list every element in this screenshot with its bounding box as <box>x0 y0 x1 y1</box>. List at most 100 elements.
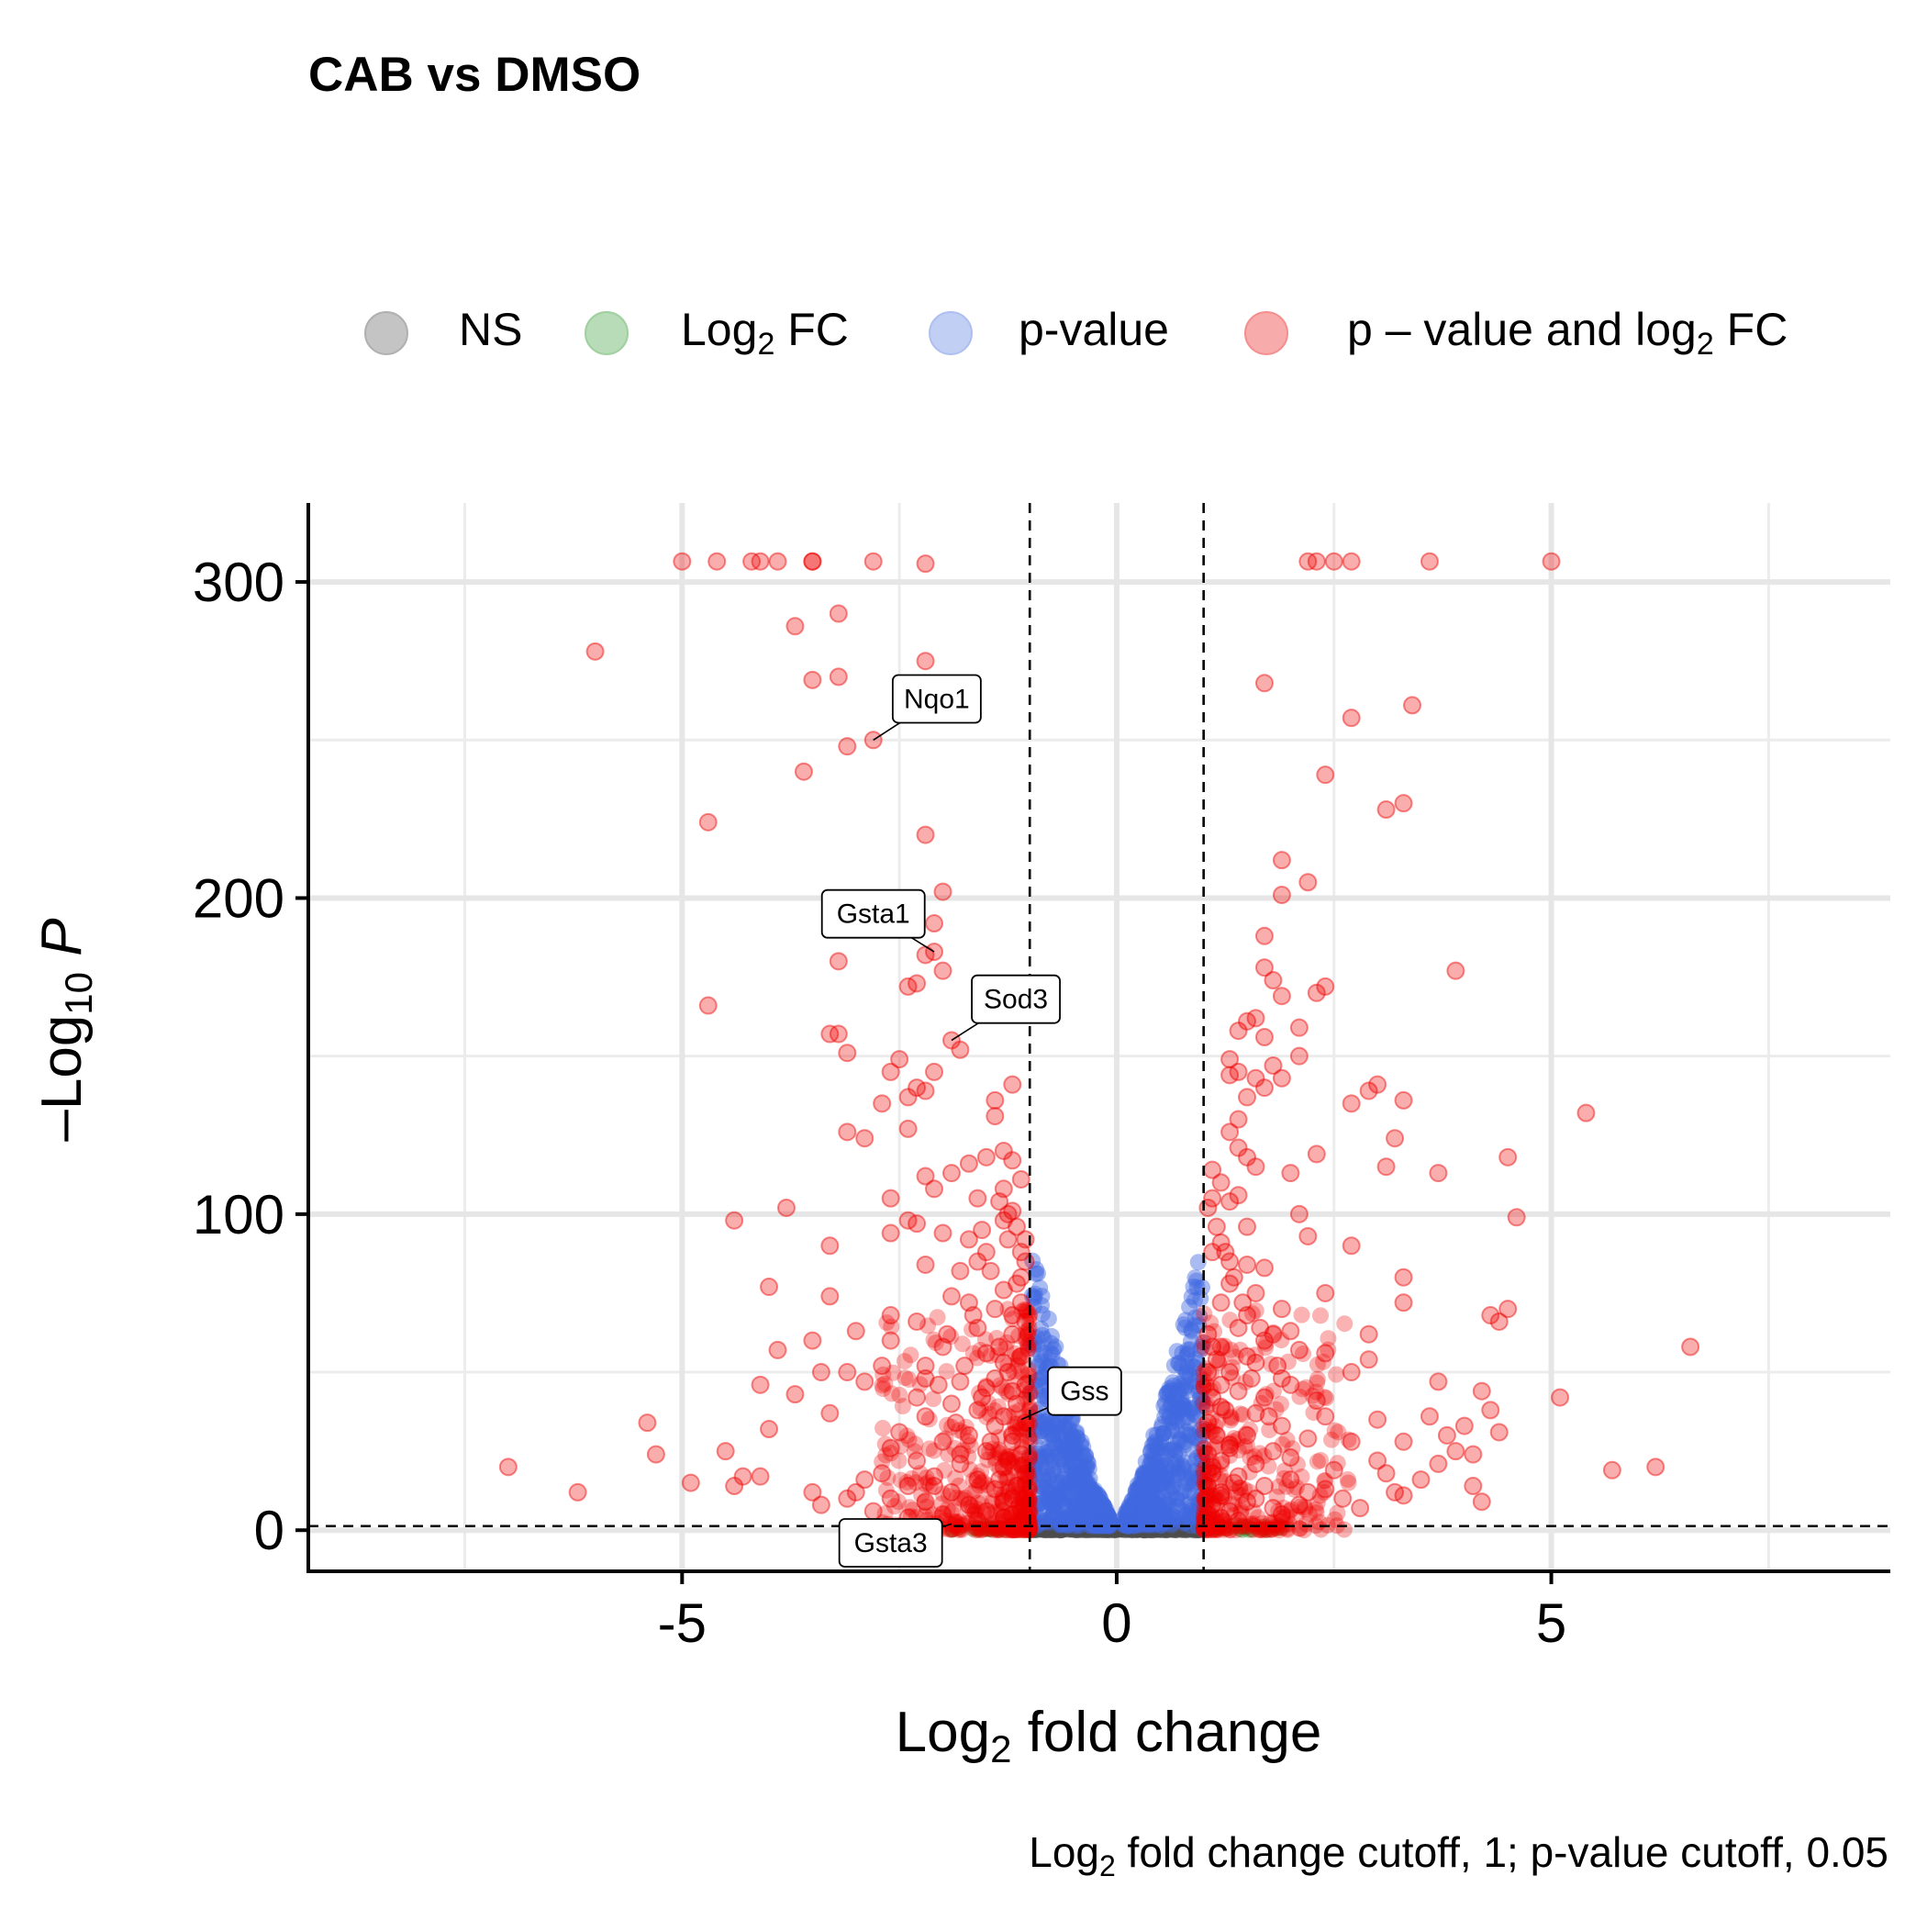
point-pvalue <box>1153 1439 1171 1457</box>
point-pvalue <box>1093 1495 1110 1513</box>
point-sig-both <box>1019 1325 1037 1343</box>
point-ns <box>1177 1519 1195 1536</box>
point-ns <box>1064 1518 1081 1536</box>
point-ns <box>1113 1520 1131 1537</box>
point-sig-both <box>942 1328 960 1346</box>
point-sig-both <box>997 1340 1015 1357</box>
point-pvalue <box>1054 1508 1072 1525</box>
point-pvalue <box>1186 1309 1204 1326</box>
point-sig-both <box>1016 1475 1033 1492</box>
point-ns <box>1109 1520 1127 1537</box>
annotation-sod3: Sod3 <box>951 974 1061 1042</box>
point-pvalue <box>1127 1501 1144 1518</box>
point-sig-both <box>1289 1018 1309 1037</box>
point-pvalue <box>1161 1410 1178 1427</box>
point-ns <box>1099 1520 1117 1537</box>
point-ns <box>1131 1518 1149 1536</box>
point-ns <box>1034 1520 1052 1537</box>
point-pvalue <box>1078 1457 1096 1475</box>
point-pvalue <box>1055 1510 1073 1527</box>
point-sig-both <box>1223 1358 1241 1376</box>
point-sig-both <box>1002 1456 1019 1473</box>
point-pvalue <box>1075 1496 1092 1513</box>
point-ns <box>1136 1520 1153 1537</box>
point-sig-both <box>1394 1432 1413 1451</box>
point-ns <box>1123 1520 1141 1537</box>
point-ns <box>1183 1518 1200 1536</box>
point-pvalue <box>1127 1481 1144 1499</box>
point-ns <box>1031 1520 1049 1537</box>
point-pvalue <box>1062 1446 1079 1464</box>
point-pvalue <box>1176 1434 1194 1451</box>
point-sig-both <box>1291 1520 1309 1537</box>
point-pvalue <box>1187 1351 1205 1368</box>
point-pvalue <box>1164 1413 1181 1430</box>
point-sig-both <box>1207 1350 1226 1369</box>
point-pvalue <box>1167 1393 1185 1411</box>
point-pvalue <box>1136 1515 1153 1533</box>
point-sig-both <box>908 1312 927 1331</box>
point-ns <box>1135 1518 1153 1536</box>
point-pvalue <box>1063 1413 1080 1430</box>
point-sig-both <box>890 1493 908 1511</box>
point-pvalue <box>1170 1383 1187 1401</box>
point-pvalue <box>1027 1382 1044 1400</box>
point-ns <box>1054 1519 1072 1536</box>
point-pvalue <box>1145 1468 1163 1485</box>
point-sig-both <box>1207 1418 1224 1435</box>
point-pvalue <box>1138 1490 1155 1507</box>
point-sig-both <box>997 1459 1014 1477</box>
point-sig-both <box>919 1474 937 1491</box>
point-sig-both <box>1202 1382 1220 1400</box>
point-pvalue <box>1066 1464 1084 1481</box>
point-sig-both <box>976 1442 996 1461</box>
point-pvalue <box>1139 1508 1156 1525</box>
point-sig-both <box>990 1429 1008 1446</box>
point-pvalue <box>1033 1479 1051 1496</box>
point-ns <box>1024 1519 1041 1536</box>
point-pvalue <box>1023 1508 1041 1525</box>
point-pvalue <box>1189 1355 1207 1372</box>
point-sig-both <box>1326 1511 1343 1528</box>
point-sig-both <box>1229 1381 1248 1401</box>
point-pvalue <box>1062 1425 1079 1443</box>
point-pvalue <box>1089 1507 1107 1524</box>
point-ns <box>1108 1520 1126 1537</box>
point-pvalue <box>1038 1412 1055 1429</box>
annotation-label: Nqo1 <box>904 685 970 715</box>
point-ns <box>1070 1520 1087 1537</box>
point-sig-both <box>933 961 952 980</box>
point-ns <box>1057 1519 1075 1536</box>
point-pvalue <box>1143 1514 1161 1532</box>
point-pvalue <box>1040 1419 1057 1436</box>
point-sig-both <box>1020 1308 1038 1325</box>
point-pvalue <box>1101 1517 1119 1535</box>
point-sig-both <box>1197 1487 1214 1504</box>
point-sig-both <box>941 1394 961 1413</box>
point-sig-both <box>1245 1514 1263 1532</box>
point-sig-both <box>1340 1474 1357 1491</box>
point-pvalue <box>1032 1413 1050 1431</box>
point-sig-both <box>1223 1410 1241 1427</box>
point-sig-both <box>1198 1363 1218 1382</box>
caption: Log2 fold change cutoff, 1; p-value cuto… <box>1029 1828 1888 1882</box>
point-ns <box>1070 1519 1087 1536</box>
point-ns <box>1047 1518 1064 1536</box>
point-ns <box>1042 1520 1060 1537</box>
point-sig-both <box>585 642 605 661</box>
point-pvalue <box>1099 1506 1117 1524</box>
point-sig-both <box>1203 1506 1220 1524</box>
point-pvalue <box>1072 1457 1089 1475</box>
point-pvalue <box>1130 1480 1147 1498</box>
point-pvalue <box>1183 1323 1200 1340</box>
point-sig-both <box>946 1413 965 1433</box>
point-sig-both <box>855 1129 874 1148</box>
point-sig-both <box>1197 1360 1215 1378</box>
point-ns <box>1158 1519 1175 1536</box>
point-sig-both <box>1003 1151 1022 1170</box>
point-pvalue <box>1143 1512 1161 1529</box>
point-pvalue <box>1153 1419 1170 1436</box>
point-ns <box>1063 1518 1080 1536</box>
point-pvalue <box>1175 1508 1193 1525</box>
point-pvalue <box>1189 1469 1207 1486</box>
